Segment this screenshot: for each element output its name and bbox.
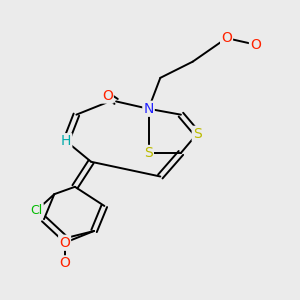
Text: O: O (221, 31, 232, 45)
Text: S: S (144, 146, 153, 160)
Text: S: S (193, 127, 202, 141)
Text: O: O (102, 88, 113, 103)
Text: O: O (59, 256, 70, 270)
Text: O: O (250, 38, 261, 52)
Text: O: O (59, 236, 70, 250)
Text: H: H (61, 134, 71, 148)
Text: Cl: Cl (31, 204, 43, 217)
Text: N: N (143, 102, 154, 116)
